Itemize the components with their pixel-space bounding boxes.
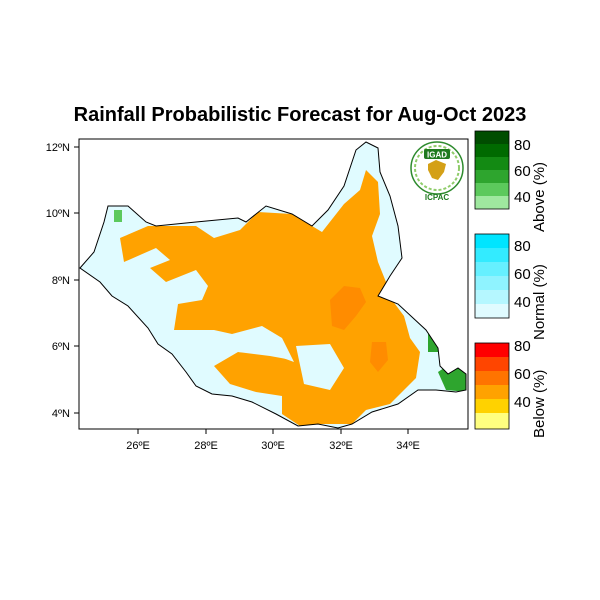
lat-tick-label: 4ºN: [52, 408, 70, 420]
legend-below-title: Below (%): [531, 370, 548, 438]
lon-tick-label: 30ºE: [261, 440, 285, 452]
legend-below: 80 60 40 Below (%): [474, 338, 548, 438]
below-45-region: [330, 286, 366, 330]
legend-above-label-80: 80: [514, 137, 531, 154]
legend-normal-label-40: 40: [514, 294, 531, 311]
legend-above-label-40: 40: [514, 189, 531, 206]
swatch-below-3: [475, 371, 509, 385]
swatch-above-3: [475, 157, 509, 170]
lon-axis: 26ºE 28ºE 30ºE 32ºE 34ºE: [126, 429, 420, 452]
lon-tick-label: 26ºE: [126, 440, 150, 452]
legend-above: 80 60 40 Above (%): [474, 130, 548, 232]
laurel-wreath: [414, 145, 460, 191]
swatch-below-1: [475, 343, 509, 357]
above-patch-west: [114, 210, 122, 222]
logo-banner: [424, 149, 450, 159]
swatch-normal-1: [475, 234, 509, 248]
logo-text-top: IGAD: [427, 151, 447, 160]
map-title: Rainfall Probabilistic Forecast for Aug-…: [73, 104, 527, 126]
legend-normal-label-60: 60: [514, 266, 531, 283]
swatch-below-4: [475, 385, 509, 399]
swatch-normal-3: [475, 262, 509, 276]
legend-below-label-40: 40: [514, 394, 531, 411]
country-border: [79, 141, 467, 429]
swatch-normal-6: [475, 304, 509, 318]
swatch-below-6: [475, 413, 509, 429]
lon-tick-label: 28ºE: [194, 440, 218, 452]
legend-above-title: Above (%): [531, 162, 548, 232]
lat-axis: 12ºN 10ºN 8ºN 6ºN 4ºN: [46, 142, 79, 420]
logo-text-bottom: ICPAC: [425, 193, 450, 202]
lat-tick-label: 10ºN: [46, 208, 70, 220]
legend-normal-label-80: 80: [514, 238, 531, 255]
legend-below-label-80: 80: [514, 338, 531, 355]
lat-tick-label: 12ºN: [46, 142, 70, 154]
normal-patch-center: [232, 328, 292, 360]
normal-patch-south: [296, 344, 344, 390]
icpac-logo: IGAD ICPAC: [410, 141, 464, 202]
africa-icon: [428, 160, 446, 180]
legend-below-label-60: 60: [514, 366, 531, 383]
swatch-above-4: [475, 170, 509, 183]
swatch-above-6: [475, 196, 509, 209]
swatch-normal-4: [475, 276, 509, 290]
lat-tick-label: 6ºN: [52, 341, 70, 353]
swatch-below-5: [475, 399, 509, 413]
swatch-normal-5: [475, 290, 509, 304]
legend-normal-title: Normal (%): [531, 264, 548, 340]
lon-tick-label: 32ºE: [329, 440, 353, 452]
swatch-above-5: [475, 183, 509, 196]
swatch-above-2: [475, 144, 509, 157]
below-normal-region: [120, 170, 420, 426]
swatch-below-2: [475, 357, 509, 371]
swatch-above-1: [475, 131, 509, 144]
lon-tick-label: 34ºE: [396, 440, 420, 452]
legend-normal: 80 60 40 Normal (%): [474, 233, 548, 340]
lat-tick-label: 8ºN: [52, 275, 70, 287]
below-45-region-east: [370, 342, 388, 372]
legend-above-label-60: 60: [514, 163, 531, 180]
swatch-normal-2: [475, 248, 509, 262]
